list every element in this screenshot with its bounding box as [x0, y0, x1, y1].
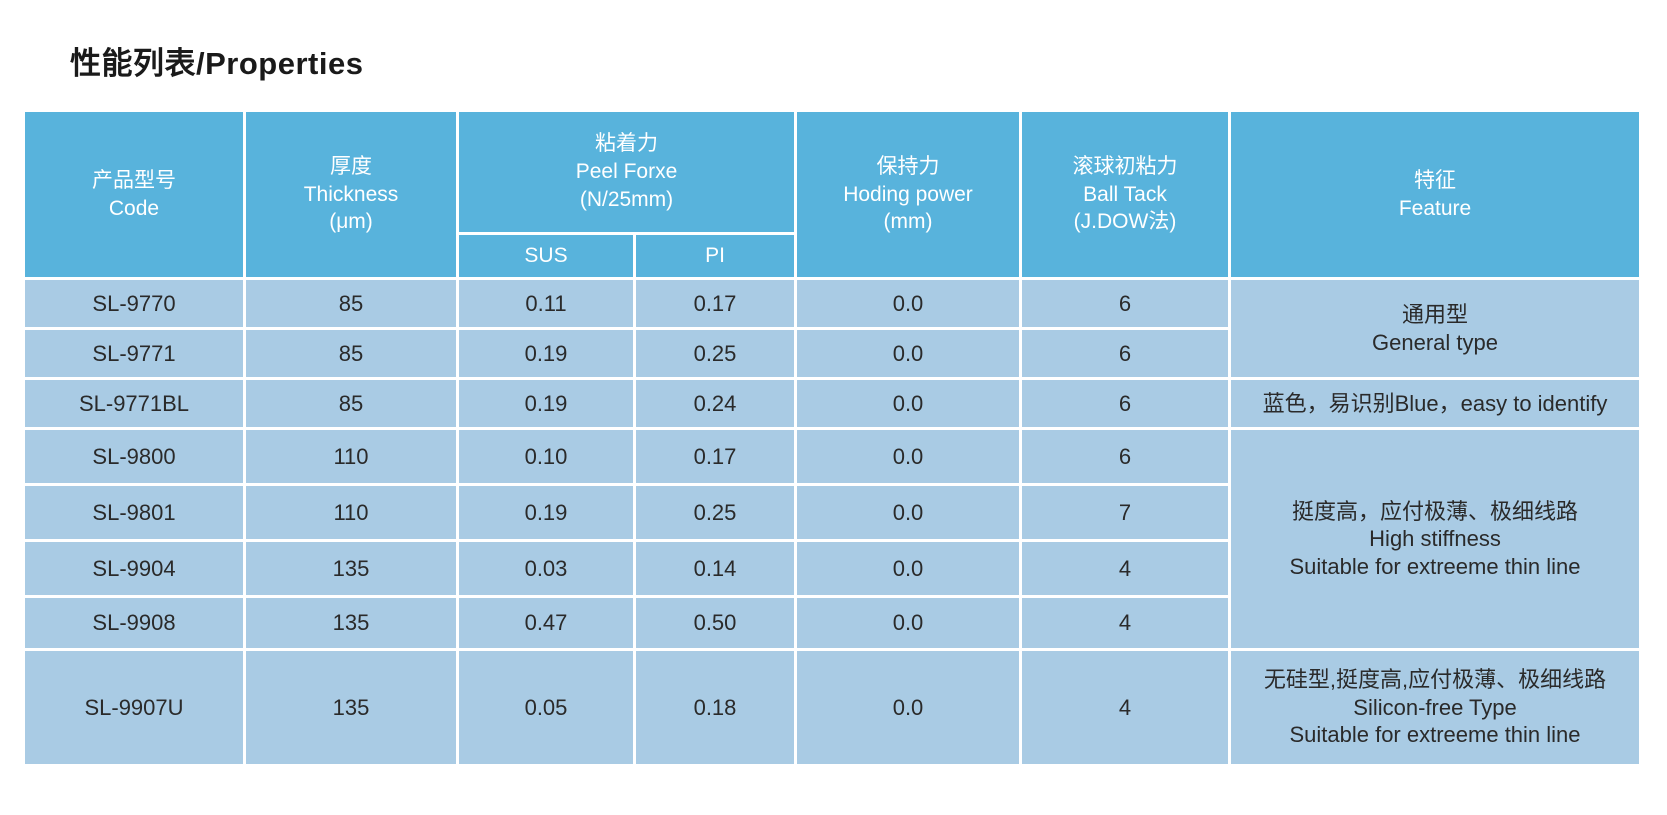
feature-siliconfree-en2: Suitable for extreeme thin line	[1289, 722, 1581, 748]
cell-feature-high-stiffness: 挺度高，应付极薄、极细线路 High stiffness Suitable fo…	[1231, 430, 1639, 648]
cell-holding: 0.0	[797, 430, 1019, 483]
table-row: SL-9771 85 0.19 0.25 0.0 6	[25, 330, 1639, 377]
cell-sus: 0.05	[459, 651, 633, 764]
col-subheader-pi: PI	[636, 235, 794, 277]
cell-pi: 0.25	[636, 330, 794, 377]
header-row-sub: SUS PI	[25, 235, 1639, 277]
col-header-thickness-zh: 厚度	[330, 154, 372, 178]
col-header-peel-en: Peel Forxe	[575, 160, 678, 184]
table-row: SL-9800 110 0.10 0.17 0.0 6 挺度高，应付极薄、极细线…	[25, 430, 1639, 648]
cell-holding: 0.0	[797, 380, 1019, 427]
cell-holding: 0.0	[797, 280, 1019, 327]
col-header-thickness-unit: (μm)	[329, 210, 373, 234]
cell-thickness: 110	[246, 486, 456, 539]
table-row: SL-9771BL 85 0.19 0.24 0.0 6 蓝色，易识别Blue，…	[25, 380, 1639, 427]
feature-siliconfree-en1: Silicon-free Type	[1353, 694, 1517, 720]
col-subheader-sus: SUS	[459, 235, 633, 277]
cell-feature-general: 通用型 General type	[1231, 280, 1639, 377]
table-row: SL-9904 135 0.03 0.14 0.0 4	[25, 542, 1639, 595]
cell-code: SL-9800	[25, 430, 243, 483]
cell-balltack: 6	[1022, 280, 1228, 327]
table-row: SL-9801 110 0.19 0.25 0.0 7	[25, 486, 1639, 539]
feature-general-zh: 通用型	[1401, 302, 1468, 327]
cell-balltack: 4	[1022, 542, 1228, 595]
col-header-feature-en: Feature	[1398, 196, 1472, 220]
cell-balltack: 6	[1022, 430, 1228, 483]
cell-code: SL-9771BL	[25, 380, 243, 427]
feature-general-en: General type	[1372, 329, 1498, 355]
cell-sus: 0.19	[459, 330, 633, 377]
cell-sus: 0.03	[459, 542, 633, 595]
col-header-peel-zh: 粘着力	[595, 132, 658, 156]
feature-stiffness-en2: Suitable for extreeme thin line	[1289, 553, 1581, 579]
cell-balltack: 4	[1022, 598, 1228, 648]
cell-balltack: 7	[1022, 486, 1228, 539]
header-row-main: 产品型号 Code 厚度 Thickness (μm) 粘着力 Peel For…	[25, 112, 1639, 277]
cell-thickness: 85	[246, 380, 456, 427]
cell-sus: 0.11	[459, 280, 633, 327]
cell-pi: 0.14	[636, 542, 794, 595]
col-header-holding-zh: 保持力	[876, 154, 940, 178]
cell-code: SL-9771	[25, 330, 243, 377]
cell-pi: 0.25	[636, 486, 794, 539]
feature-stiffness-zh: 挺度高，应付极薄、极细线路	[1291, 498, 1578, 524]
cell-pi: 0.17	[636, 280, 794, 327]
cell-holding: 0.0	[797, 330, 1019, 377]
cell-balltack: 4	[1022, 651, 1228, 764]
table-row: SL-9907U 135 0.05 0.18 0.0 4 无硅型,挺度高,应付极…	[25, 651, 1639, 764]
cell-balltack: 6	[1022, 380, 1228, 427]
cell-holding: 0.0	[797, 486, 1019, 539]
col-header-balltack-unit: (J.DOW法)	[1073, 210, 1177, 234]
table-row: SL-9770 85 0.11 0.17 0.0 6 通用型 General t…	[25, 280, 1639, 377]
cell-thickness: 110	[246, 430, 456, 483]
col-header-thickness-en: Thickness	[303, 182, 399, 206]
col-header-holding-power: 保持力 Hoding power (mm)	[797, 112, 1019, 277]
cell-thickness: 135	[246, 598, 456, 648]
feature-siliconfree-zh: 无硅型,挺度高,应付极薄、极细线路	[1263, 667, 1607, 693]
cell-pi: 0.17	[636, 430, 794, 483]
cell-code: SL-9801	[25, 486, 243, 539]
cell-thickness: 85	[246, 280, 456, 327]
cell-sus: 0.10	[459, 430, 633, 483]
cell-holding: 0.0	[797, 542, 1019, 595]
cell-sus: 0.19	[459, 486, 633, 539]
cell-sus: 0.19	[459, 380, 633, 427]
cell-code: SL-9908	[25, 598, 243, 648]
col-header-code-en: Code	[108, 196, 160, 220]
col-header-code: 产品型号 Code	[25, 112, 243, 277]
cell-balltack: 6	[1022, 330, 1228, 377]
cell-code: SL-9770	[25, 280, 243, 327]
cell-holding: 0.0	[797, 598, 1019, 648]
col-header-code-zh: 产品型号	[92, 168, 176, 192]
page-title: 性能列表/Properties	[70, 46, 364, 81]
cell-thickness: 135	[246, 651, 456, 764]
col-header-feature-zh: 特征	[1414, 168, 1456, 192]
feature-stiffness-en1: High stiffness	[1369, 526, 1501, 552]
cell-pi: 0.50	[636, 598, 794, 648]
cell-holding: 0.0	[797, 651, 1019, 764]
cell-code: SL-9904	[25, 542, 243, 595]
col-header-holding-en: Hoding power	[843, 182, 973, 206]
col-header-ball-tack: 滚球初粘力 Ball Tack (J.DOW法)	[1022, 112, 1228, 277]
cell-feature-silicon-free: 无硅型,挺度高,应付极薄、极细线路 Silicon-free Type Suit…	[1231, 651, 1639, 764]
col-header-feature: 特征 Feature	[1231, 112, 1639, 277]
table-row: SL-9908 135 0.47 0.50 0.0 4	[25, 598, 1639, 648]
col-header-peel-force: 粘着力 Peel Forxe (N/25mm)	[459, 112, 794, 232]
cell-pi: 0.18	[636, 651, 794, 764]
properties-table: 产品型号 Code 厚度 Thickness (μm) 粘着力 Peel For…	[22, 109, 1642, 767]
col-header-balltack-zh: 滚球初粘力	[1072, 154, 1178, 178]
cell-sus: 0.47	[459, 598, 633, 648]
col-header-peel-unit: (N/25mm)	[579, 187, 674, 211]
cell-thickness: 85	[246, 330, 456, 377]
cell-thickness: 135	[246, 542, 456, 595]
col-header-holding-unit: (mm)	[883, 210, 933, 234]
cell-pi: 0.24	[636, 380, 794, 427]
col-header-thickness: 厚度 Thickness (μm)	[246, 112, 456, 277]
cell-feature-blue: 蓝色，易识别Blue，easy to identify	[1231, 380, 1639, 427]
col-header-balltack-en: Ball Tack	[1083, 182, 1167, 206]
cell-code: SL-9907U	[25, 651, 243, 764]
